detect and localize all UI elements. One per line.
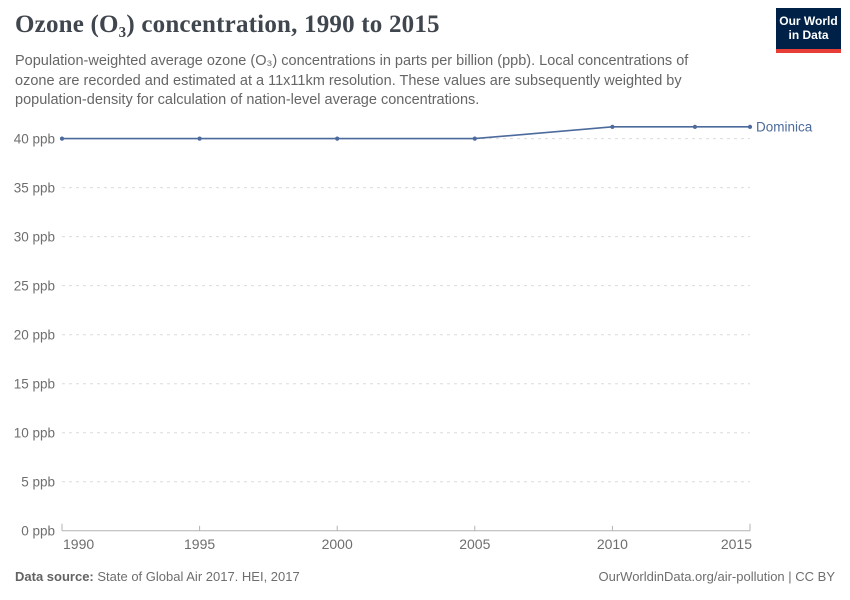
data-point-2015 — [747, 124, 753, 129]
x-tick-label-2005: 2005 — [459, 536, 490, 552]
data-point-1990 — [59, 136, 65, 141]
y-tick-label-5: 5 ppb — [21, 475, 55, 490]
x-tick-label-2015: 2015 — [721, 536, 752, 552]
x-tick-label-1990: 1990 — [63, 536, 94, 552]
data-source-text: State of Global Air 2017. HEI, 2017 — [93, 569, 300, 584]
data-point-2013 — [692, 124, 698, 129]
x-tick-label-2010: 2010 — [597, 536, 628, 552]
series-line-dominica — [62, 126, 750, 140]
chart-title: Ozone (O₃) concentration, 1990 to 2015 — [15, 11, 440, 38]
y-tick-label-0: 0 ppb — [21, 524, 55, 539]
data-point-2000 — [335, 136, 340, 141]
attribution: OurWorldinData.org/air-pollution | CC BY — [598, 569, 835, 584]
x-tick-label-2000: 2000 — [322, 536, 353, 552]
owid-logo-line1: Our World — [779, 13, 838, 28]
chart-subtitle: Population-weighted average ozone (O₃) c… — [15, 53, 689, 109]
y-tick-label-15: 15 ppb — [14, 376, 55, 391]
owid-logo-line2: in Data — [788, 27, 829, 42]
data-source: Data source: State of Global Air 2017. H… — [15, 569, 300, 584]
y-tick-label-30: 30 ppb — [14, 229, 55, 244]
data-point-2010 — [610, 124, 615, 129]
series-label-dominica: Dominica — [756, 120, 813, 135]
y-tick-label-10: 10 ppb — [14, 425, 55, 440]
chart-footer: Data source: State of Global Air 2017. H… — [15, 569, 835, 584]
y-tick-label-25: 25 ppb — [14, 278, 55, 293]
y-tick-label-35: 35 ppb — [14, 180, 55, 195]
data-point-2005 — [472, 136, 477, 141]
y-tick-label-40: 40 ppb — [14, 131, 55, 146]
x-tick-label-1995: 1995 — [184, 536, 215, 552]
y-tick-label-20: 20 ppb — [14, 327, 55, 342]
data-point-1995 — [197, 136, 202, 141]
data-source-label: Data source: — [15, 569, 94, 584]
owid-logo: Our World in Data — [776, 8, 841, 53]
